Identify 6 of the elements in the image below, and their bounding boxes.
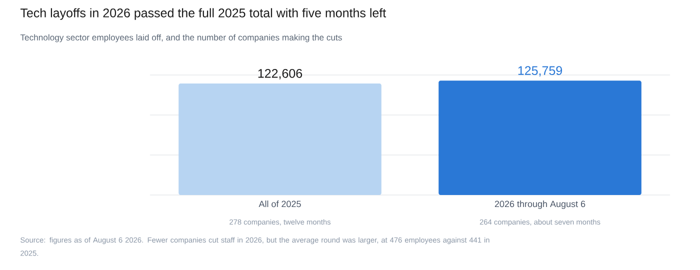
- chart-subtitle: Technology sector employees laid off, and the number of companies making the cuts: [20, 34, 342, 42]
- x-tick-label: All of 2025: [258, 200, 301, 208]
- x-tick-label: 2026 through August 6: [494, 200, 586, 209]
- chart-title: Tech layoffs in 2026 passed the full 2025 total with five months left: [20, 8, 386, 20]
- data-label: 125,759: [518, 66, 562, 76]
- data-label: 122,606: [258, 69, 302, 80]
